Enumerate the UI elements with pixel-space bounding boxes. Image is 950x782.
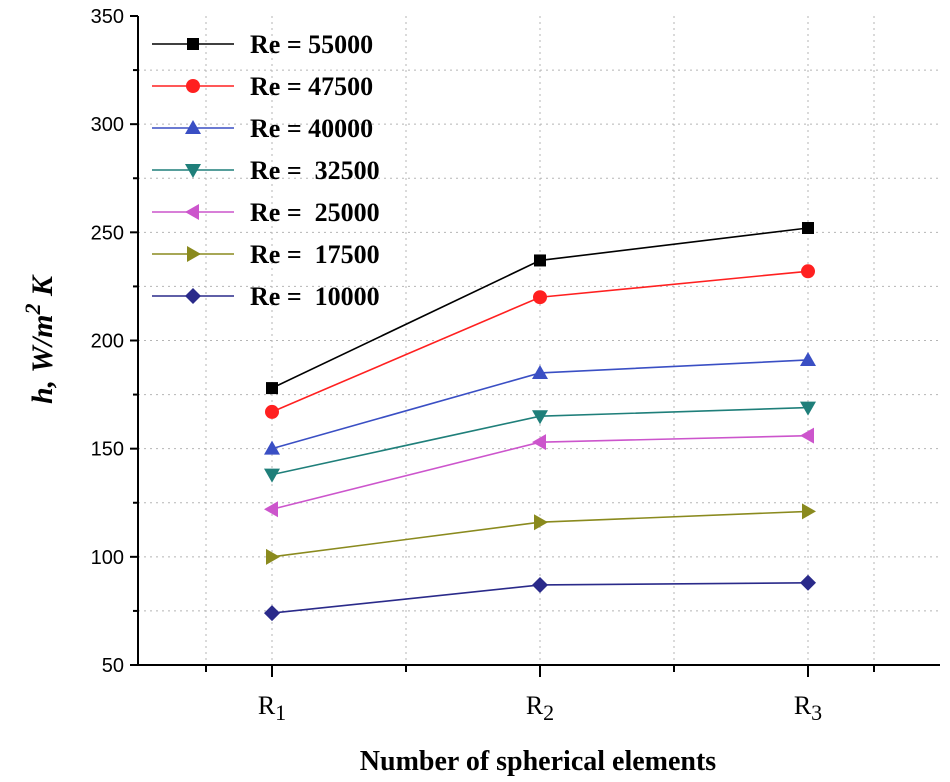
data-point: [802, 503, 816, 520]
data-point: [185, 120, 201, 134]
series-0: [266, 222, 814, 395]
legend-label: Re = 25000: [250, 198, 380, 227]
axes-layer: 50 100 150 200 250 300 350 R1 R2 R3: [91, 6, 940, 725]
series-5: [266, 503, 816, 565]
data-point: [187, 246, 201, 262]
data-point: [266, 548, 280, 565]
series-layer: [264, 222, 816, 622]
y-tick-label: 350: [91, 6, 124, 28]
x-tick-label: R1: [258, 691, 286, 725]
series-6: [264, 574, 816, 622]
legend-label: Re = 47500: [250, 72, 373, 101]
data-point: [185, 204, 199, 220]
y-tick-label: 300: [91, 114, 124, 136]
data-point: [533, 290, 547, 305]
y-tick-label: 100: [91, 547, 124, 569]
legend-label: Re = 10000: [250, 282, 380, 311]
data-point: [534, 254, 546, 267]
series-3: [264, 401, 816, 483]
legend-entry: Re = 40000: [152, 114, 373, 143]
series-1: [265, 264, 815, 419]
legend-entry: Re = 10000: [152, 282, 380, 311]
series-4: [264, 427, 814, 518]
legend-label: Re = 40000: [250, 114, 373, 143]
data-point: [185, 288, 201, 304]
legend-label: Re = 17500: [250, 240, 380, 269]
data-point: [532, 410, 548, 425]
y-tick-label: 50: [102, 655, 124, 677]
data-point: [532, 364, 548, 379]
y-tick-label: 250: [91, 222, 124, 244]
legend-label: Re = 32500: [250, 156, 380, 185]
data-point: [265, 404, 279, 419]
legend: Re = 55000 Re = 47500 Re = 40000 Re = 32500…: [152, 30, 380, 311]
data-point: [800, 574, 816, 591]
data-point: [532, 434, 546, 451]
legend-entry: Re = 25000: [152, 198, 380, 227]
data-point: [801, 264, 815, 279]
data-point: [264, 605, 280, 622]
data-point: [266, 382, 278, 395]
data-point: [534, 514, 548, 531]
data-point: [187, 38, 199, 50]
data-point: [264, 440, 280, 455]
x-axis-title: Number of spherical elements: [360, 746, 717, 777]
data-point: [802, 222, 814, 235]
data-point: [186, 79, 200, 93]
legend-entry: Re = 47500: [152, 72, 373, 101]
y-tick-label: 150: [91, 439, 124, 461]
data-point: [800, 427, 814, 444]
data-point: [264, 501, 278, 518]
y-axis-title: h, W/m2 K: [20, 274, 59, 404]
y-tick-label: 200: [91, 331, 124, 353]
legend-label: Re = 55000: [250, 30, 373, 59]
data-point: [800, 351, 816, 366]
data-point: [264, 468, 280, 483]
data-point: [532, 576, 548, 593]
data-point: [800, 401, 816, 416]
legend-entry: Re = 32500: [152, 156, 380, 185]
data-point: [185, 164, 201, 178]
legend-entry: Re = 17500: [152, 240, 380, 269]
series-2: [264, 351, 816, 455]
x-tick-label: R2: [526, 691, 554, 725]
legend-entry: Re = 55000: [152, 30, 373, 59]
x-tick-label: R3: [794, 691, 822, 725]
